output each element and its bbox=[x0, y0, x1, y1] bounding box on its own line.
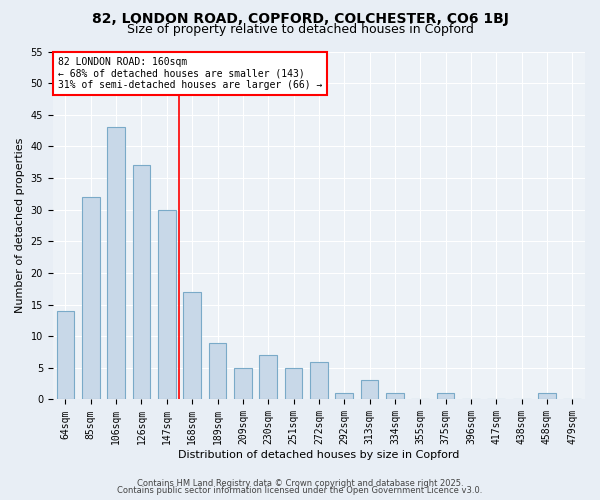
Y-axis label: Number of detached properties: Number of detached properties bbox=[15, 138, 25, 313]
Bar bbox=[56, 311, 74, 400]
Text: Contains HM Land Registry data © Crown copyright and database right 2025.: Contains HM Land Registry data © Crown c… bbox=[137, 478, 463, 488]
Bar bbox=[361, 380, 379, 400]
Bar bbox=[538, 393, 556, 400]
Bar bbox=[284, 368, 302, 400]
Bar bbox=[310, 362, 328, 400]
Text: Contains public sector information licensed under the Open Government Licence v3: Contains public sector information licen… bbox=[118, 486, 482, 495]
X-axis label: Distribution of detached houses by size in Copford: Distribution of detached houses by size … bbox=[178, 450, 460, 460]
Text: 82 LONDON ROAD: 160sqm
← 68% of detached houses are smaller (143)
31% of semi-de: 82 LONDON ROAD: 160sqm ← 68% of detached… bbox=[58, 56, 322, 90]
Text: 82, LONDON ROAD, COPFORD, COLCHESTER, CO6 1BJ: 82, LONDON ROAD, COPFORD, COLCHESTER, CO… bbox=[92, 12, 508, 26]
Text: Size of property relative to detached houses in Copford: Size of property relative to detached ho… bbox=[127, 22, 473, 36]
Bar bbox=[107, 128, 125, 400]
Bar bbox=[437, 393, 454, 400]
Bar bbox=[335, 393, 353, 400]
Bar bbox=[386, 393, 404, 400]
Bar bbox=[234, 368, 252, 400]
Bar bbox=[183, 292, 201, 400]
Bar bbox=[133, 166, 151, 400]
Bar bbox=[158, 210, 176, 400]
Bar bbox=[209, 342, 226, 400]
Bar bbox=[259, 355, 277, 400]
Bar bbox=[82, 197, 100, 400]
